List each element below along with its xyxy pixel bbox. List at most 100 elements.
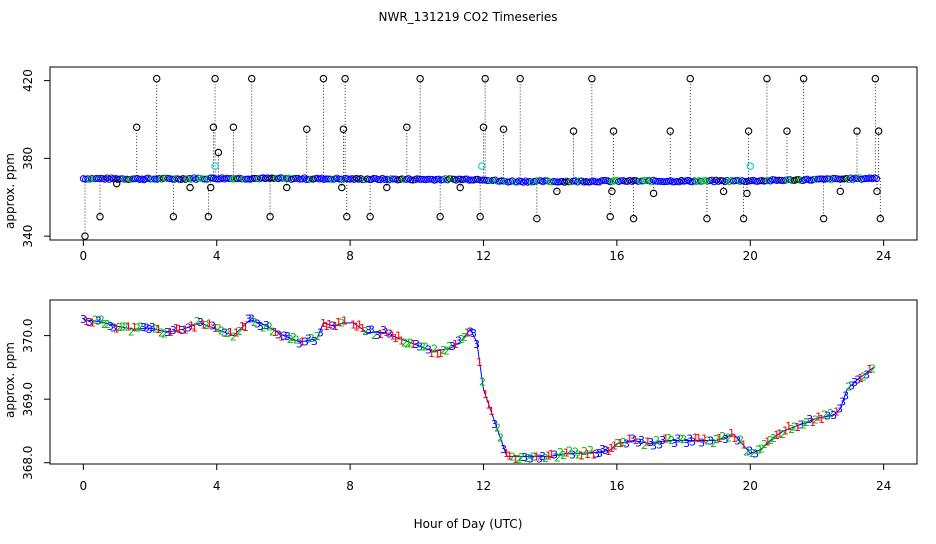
top-baseline-point <box>717 176 725 184</box>
top-spike-point <box>649 189 658 198</box>
bottom-series-label: 1 <box>548 448 555 461</box>
bottom-series-label: 3 <box>683 437 690 450</box>
bottom-series-label: 2 <box>812 414 819 427</box>
top-baseline-point <box>324 175 332 183</box>
bottom-series-label: 3 <box>521 451 528 464</box>
bottom-series-label: 1 <box>410 338 417 351</box>
bottom-series-label: 2 <box>758 442 765 455</box>
bottom-y-axis-label: approx. ppm <box>3 342 17 418</box>
top-spike-point <box>303 125 311 133</box>
bottom-series-label: 2 <box>497 431 504 444</box>
bottom-series-label: 3 <box>275 329 282 342</box>
bottom-series-label: 1 <box>272 326 279 339</box>
bottom-series-label: 2 <box>845 381 852 394</box>
top-baseline-point <box>426 175 434 183</box>
bottom-series-label: 2 <box>860 371 867 384</box>
top-baseline-point <box>660 178 668 186</box>
bottom-series-label: 1 <box>506 450 513 463</box>
top-spike-point <box>186 183 194 192</box>
bottom-series-label: 1 <box>809 416 816 429</box>
bottom-series-label: 1 <box>353 321 360 334</box>
bottom-x-tick-label: 20 <box>743 479 758 493</box>
bottom-series-label: 2 <box>119 321 126 334</box>
top-spike-point <box>783 127 791 135</box>
top-baseline-point <box>467 176 475 184</box>
top-baseline-point <box>740 177 748 185</box>
top-spike-point <box>876 214 885 223</box>
bottom-series-label: 2 <box>620 436 627 449</box>
bottom-series-label: 3 <box>674 432 681 445</box>
top-baseline-point <box>231 175 239 183</box>
bottom-series-label: 1 <box>356 318 363 331</box>
top-spike-point <box>871 74 880 83</box>
bottom-series-label: 1 <box>632 434 639 447</box>
top-baseline-point <box>658 178 666 186</box>
bottom-series-label: 3 <box>449 340 456 353</box>
bottom-series-label: 1 <box>512 453 519 466</box>
top-baseline-point <box>838 175 846 183</box>
bottom-series-label: 2 <box>677 433 684 446</box>
top-baseline-point <box>873 175 881 183</box>
bottom-series-label: 2 <box>494 422 501 435</box>
top-spike-point <box>853 127 861 135</box>
bottom-series-label: 1 <box>227 326 234 339</box>
bottom-series-label: 3 <box>146 323 153 336</box>
bottom-series-label: 3 <box>698 436 705 449</box>
top-baseline-point <box>797 176 805 184</box>
top-baseline-point <box>248 175 256 183</box>
bottom-series-label: 1 <box>716 432 723 445</box>
bottom-series-label: 2 <box>653 434 660 447</box>
bottom-series-label: 3 <box>797 418 804 431</box>
bottom-series-label: 2 <box>287 333 294 346</box>
top-baseline-point <box>669 178 677 186</box>
bottom-series-label: 3 <box>416 340 423 353</box>
top-spike-point <box>703 214 711 223</box>
bottom-series-label: 3 <box>365 324 372 337</box>
top-baseline-point <box>183 175 191 183</box>
bottom-series-label: 3 <box>185 322 192 335</box>
top-x-tick-label: 4 <box>213 249 221 263</box>
bottom-series-label: 1 <box>212 322 219 335</box>
bottom-series-label: 3 <box>140 321 147 334</box>
bottom-series-label: 3 <box>500 443 507 456</box>
bottom-series-label: 1 <box>764 435 771 448</box>
top-spike-point <box>666 127 674 135</box>
bottom-series-label: 1 <box>125 320 132 333</box>
top-spike-point <box>132 123 141 132</box>
bottom-series-label: 2 <box>266 320 273 333</box>
bottom-series-label: 2 <box>407 337 414 350</box>
bottom-series-label: 1 <box>728 427 735 440</box>
top-spike-point <box>606 212 614 221</box>
bottom-series-label: 3 <box>851 376 858 389</box>
bottom-series-label: 1 <box>794 421 801 434</box>
top-baseline-point <box>225 175 233 183</box>
bottom-series-label: 2 <box>218 325 225 338</box>
bottom-series-label: 1 <box>626 433 633 446</box>
top-spike-point <box>209 123 218 132</box>
bottom-series-label: 1 <box>476 356 483 369</box>
top-baseline-point <box>708 176 716 184</box>
top-baseline-point <box>446 175 454 183</box>
bottom-series-label: 3 <box>110 321 117 334</box>
bottom-series-label: 3 <box>107 320 114 333</box>
bottom-series-label: 2 <box>479 376 486 389</box>
bottom-series-label: 2 <box>554 452 561 465</box>
top-spike-point <box>873 187 881 196</box>
bottom-series-label: 1 <box>83 315 90 328</box>
bottom-series-label: 2 <box>719 430 726 443</box>
top-flagged-point <box>746 162 755 170</box>
top-baseline-point <box>476 176 484 184</box>
bottom-series-label: 2 <box>161 327 168 340</box>
top-baseline-point <box>147 175 155 183</box>
bottom-series-label: 3 <box>848 380 855 393</box>
bottom-series-label: 1 <box>428 347 435 360</box>
top-spike-point <box>819 214 828 223</box>
bottom-series-label: 1 <box>320 317 327 330</box>
bottom-x-tick-label: 4 <box>213 479 221 493</box>
top-baseline-point <box>303 176 311 184</box>
bottom-series-label: 1 <box>206 318 213 331</box>
top-y-tick-label: 380 <box>21 147 35 170</box>
bottom-series-label: 1 <box>533 450 540 463</box>
top-spike-point <box>481 74 489 83</box>
